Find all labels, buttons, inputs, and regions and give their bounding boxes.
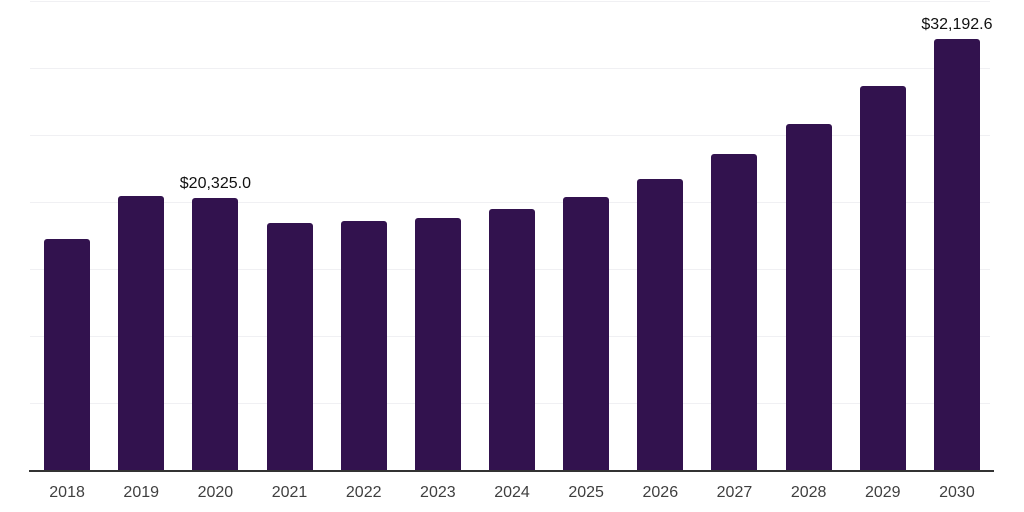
x-tick-label-2024: 2024 <box>494 484 530 501</box>
gridline <box>30 202 990 203</box>
data-label-2030: $32,192.6 <box>921 15 993 33</box>
bar-2018 <box>44 239 91 470</box>
bar-2030 <box>933 38 980 470</box>
bar-2020 <box>192 197 239 470</box>
bar-2029 <box>859 86 906 470</box>
bar-2023 <box>414 217 461 470</box>
x-tick-label-2030: 2030 <box>939 484 975 501</box>
data-label-2020: $20,325.0 <box>179 174 251 192</box>
x-tick-label-2020: 2020 <box>197 484 234 501</box>
bar-2025 <box>563 197 610 470</box>
x-tick-label-2019: 2019 <box>123 484 160 501</box>
x-tick-label-2026: 2026 <box>642 484 679 501</box>
gridline <box>30 1 990 2</box>
x-tick-label-2018: 2018 <box>49 484 85 501</box>
x-tick-label-2025: 2025 <box>568 484 604 501</box>
bar-2024 <box>489 209 535 470</box>
bar-2019 <box>118 195 165 470</box>
gridline <box>30 135 990 136</box>
x-tick-label-2027: 2027 <box>716 484 753 501</box>
x-tick-label-2021: 2021 <box>271 484 308 501</box>
bar-2027 <box>711 154 758 470</box>
x-axis-line <box>29 470 994 472</box>
x-tick-label-2028: 2028 <box>790 484 827 501</box>
bar-2021 <box>266 223 313 470</box>
bar-2022 <box>340 221 387 470</box>
gridline <box>30 68 990 69</box>
bar-2028 <box>785 124 832 470</box>
x-tick-label-2023: 2023 <box>420 484 456 501</box>
bar-2026 <box>637 179 684 470</box>
x-tick-label-2022: 2022 <box>345 484 382 501</box>
x-tick-label-2029: 2029 <box>864 484 901 501</box>
